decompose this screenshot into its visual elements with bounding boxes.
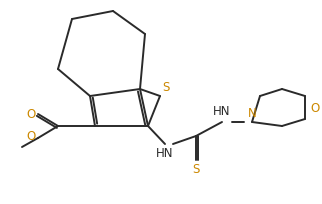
Text: HN: HN	[156, 147, 174, 160]
Text: S: S	[192, 163, 200, 176]
Text: N: N	[248, 107, 256, 120]
Text: S: S	[162, 81, 169, 94]
Text: HN: HN	[213, 105, 231, 118]
Text: O: O	[27, 108, 36, 121]
Text: O: O	[310, 102, 319, 114]
Text: O: O	[27, 131, 36, 143]
